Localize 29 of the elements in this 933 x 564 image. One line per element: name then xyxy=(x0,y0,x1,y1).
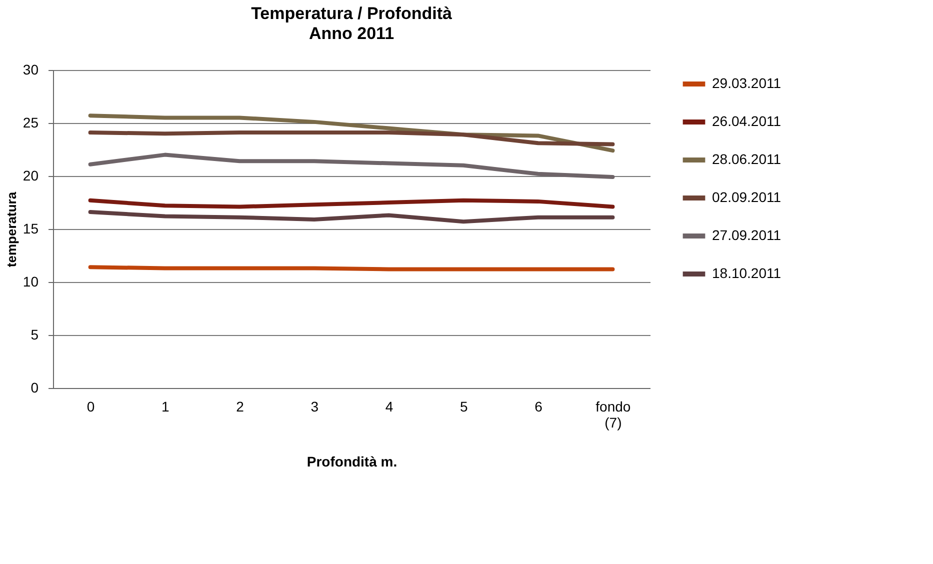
legend-label: 26.04.2011 xyxy=(712,113,782,129)
y-tick-label: 5 xyxy=(30,326,39,342)
line-series xyxy=(88,152,615,180)
x-tick-label: 5 xyxy=(460,398,468,414)
line-series xyxy=(88,130,615,146)
y-tick-label: 0 xyxy=(30,380,39,396)
y-tick-label: 10 xyxy=(22,274,39,290)
line-series xyxy=(88,198,615,209)
legend-label: 02.09.2011 xyxy=(712,189,782,205)
x-axis-title: Profondità m. xyxy=(306,454,398,470)
chart-title: Temperatura / Profondità xyxy=(251,4,452,23)
x-tick-label: fondo (7) xyxy=(596,398,631,430)
chart-subtitle: Anno 2011 xyxy=(308,24,394,43)
x-tick-label: 2 xyxy=(236,398,244,414)
x-tick-label: 0 xyxy=(86,398,95,414)
legend-label: 18.10.2011 xyxy=(712,265,782,281)
x-tick-label: 3 xyxy=(310,398,319,414)
y-tick-label: 25 xyxy=(22,114,39,130)
legend-label: 27.09.2011 xyxy=(712,227,782,243)
legend-label: 28.06.2011 xyxy=(712,151,782,167)
x-tick-label: 4 xyxy=(385,398,394,414)
y-tick-label: 30 xyxy=(22,62,39,78)
x-tick-label: 1 xyxy=(162,398,170,414)
x-tick-label: 6 xyxy=(534,398,543,414)
y-axis-title: temperatura xyxy=(4,191,19,268)
line-series xyxy=(88,210,615,224)
y-tick-label: 15 xyxy=(22,220,39,236)
legend-label: 29.03.2011 xyxy=(712,75,782,91)
y-tick-label: 20 xyxy=(22,168,39,184)
